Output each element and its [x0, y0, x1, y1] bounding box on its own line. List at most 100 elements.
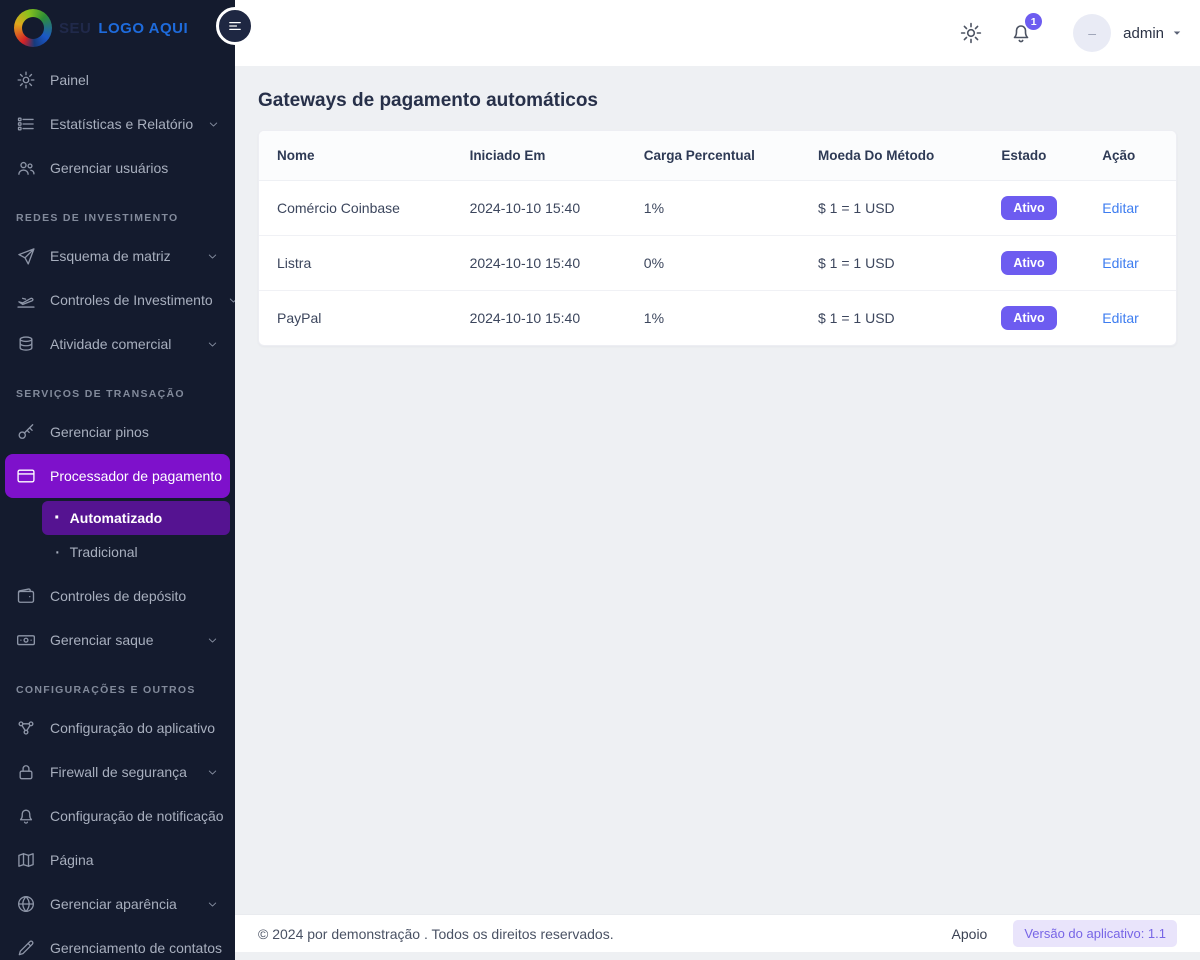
sidebar-section-header: CONFIGURAÇÕES E OUTROS	[16, 684, 196, 696]
user-menu[interactable]: admin	[1123, 25, 1184, 42]
avatar-placeholder: –	[1088, 25, 1097, 41]
sidebar-item-gerenciar-aparencia[interactable]: Gerenciar aparência	[0, 882, 235, 926]
support-link[interactable]: Apoio	[951, 925, 988, 942]
sidebar-item-label: Estatísticas e Relatório	[50, 116, 194, 132]
submenu-processador-de-pagamento: Automatizado Tradicional	[42, 501, 230, 569]
cell-name: Comércio Coinbase	[259, 180, 452, 236]
sidebar-item-label: Gerenciar pinos	[50, 424, 149, 440]
cell-started: 2024-10-10 15:40	[451, 180, 626, 236]
pencil-icon	[16, 938, 36, 958]
topbar: 1 – admin	[235, 0, 1200, 66]
cell-currency: $ 1 = 1 USD	[800, 235, 984, 291]
nodes-icon	[16, 718, 36, 738]
credit-card-icon	[16, 466, 36, 486]
sidebar-item-gerenciar-saque[interactable]: Gerenciar saque	[0, 618, 235, 662]
chevron-down-icon	[206, 634, 219, 647]
sidebar-item-pagina[interactable]: Página	[0, 838, 235, 882]
notification-count-badge: 1	[1025, 13, 1043, 30]
table-body: Comércio Coinbase 2024-10-10 15:40 1% $ 1 =…	[259, 180, 1176, 346]
map-icon	[16, 850, 36, 870]
wallet-icon	[16, 586, 36, 606]
cell-currency: $ 1 = 1 USD	[800, 291, 983, 346]
sidebar-item-label: Página	[50, 852, 94, 868]
plane-icon	[16, 290, 36, 310]
caret-down-icon	[1170, 26, 1184, 40]
bell-icon	[16, 806, 36, 826]
sidebar-toggle-button[interactable]	[216, 7, 254, 45]
sidebar-item-configuracao-de-notificacao[interactable]: Configuração de notificação	[0, 794, 235, 838]
status-badge: Ativo	[1001, 306, 1057, 330]
sidebar-item-estatisticas-e-relatorio[interactable]: Estatísticas e Relatório	[0, 102, 235, 146]
sidebar-item-painel[interactable]: Painel	[0, 58, 235, 102]
sidebar-item-label: Gerenciar aparência	[50, 896, 177, 912]
cell-status: Ativo	[983, 235, 1085, 291]
sidebar-item-atividade-comercial[interactable]: Atividade comercial	[0, 322, 235, 366]
submenu-item-tradicional[interactable]: Tradicional	[42, 535, 230, 569]
edit-link[interactable]: Editar	[1102, 255, 1139, 271]
coins-icon	[16, 334, 36, 354]
send-icon	[16, 246, 36, 266]
sidebar-item-gerenciar-pinos[interactable]: Gerenciar pinos	[0, 410, 235, 454]
key-icon	[16, 422, 36, 442]
settings-button[interactable]	[959, 20, 985, 46]
gear-icon	[16, 70, 36, 90]
cell-name: PayPal	[259, 291, 452, 346]
logo[interactable]: SEU LOGO AQUI	[0, 0, 235, 56]
content: Gateways de pagamento automáticos Nome In…	[235, 66, 1200, 914]
logo-text-aqui: LOGO AQUI	[98, 19, 189, 37]
bottom-strip	[235, 952, 1200, 960]
cell-charge: 1%	[625, 180, 800, 236]
submenu-item-label: Tradicional	[69, 544, 138, 560]
notifications-button[interactable]: 1	[1009, 13, 1043, 46]
column-header: Nome	[259, 131, 452, 181]
hamburger-icon	[226, 17, 244, 35]
chevron-down-icon	[206, 250, 219, 263]
logo-swirl-icon	[14, 9, 52, 47]
cell-name-text: Listra	[277, 255, 312, 271]
edit-link[interactable]: Editar	[1102, 200, 1139, 216]
column-header: Ação	[1084, 131, 1176, 181]
cell-name-text: PayPal	[277, 310, 322, 326]
submenu-item-label: Automatizado	[69, 510, 163, 526]
sidebar-nav: Painel Estatísticas e Relatório Gerenciar …	[0, 56, 235, 960]
cell-action: Editar	[1084, 235, 1176, 291]
sidebar-section-header: REDES DE INVESTIMENTO	[16, 212, 179, 224]
status-badge: Ativo	[1001, 196, 1057, 220]
sidebar-item-label: Configuração de notificação	[50, 808, 224, 824]
chevron-down-icon	[206, 766, 219, 779]
cell-charge-text: 0%	[643, 255, 665, 271]
sidebar-item-label: Configuração do aplicativo	[50, 720, 215, 736]
cell-charge-text: 1%	[643, 310, 665, 326]
sidebar-item-controles-de-investimento[interactable]: Controles de Investimento	[0, 278, 235, 322]
cell-charge-text: 1%	[643, 200, 665, 216]
user-name: admin	[1123, 24, 1164, 42]
chevron-down-icon	[227, 294, 235, 307]
sidebar-item-label: Controles de Investimento	[50, 292, 213, 308]
sidebar-item-processador-de-pagamento[interactable]: Processador de pagamento	[5, 454, 230, 498]
sidebar-item-esquema-de-matriz[interactable]: Esquema de matriz	[0, 234, 235, 278]
sidebar-item-firewall-de-seguranca[interactable]: Firewall de segurança	[0, 750, 235, 794]
chevron-down-icon	[206, 898, 219, 911]
cell-currency-text: $ 1 = 1 USD	[818, 310, 895, 326]
edit-link[interactable]: Editar	[1102, 310, 1139, 326]
sidebar-item-controles-de-deposito[interactable]: Controles de depósito	[0, 574, 235, 618]
cell-action: Editar	[1084, 180, 1176, 236]
table-row: Comércio Coinbase 2024-10-10 15:40 1% $ 1 =…	[259, 180, 1176, 236]
copyright-text: © 2024 por demonstração . Todos os direi…	[258, 925, 614, 942]
sidebar-item-configuracao-do-aplicativo[interactable]: Configuração do aplicativo	[0, 706, 235, 750]
status-badge: Ativo	[1001, 251, 1057, 275]
sidebar: SEU LOGO AQUI Painel Estatísticas e Relat…	[0, 0, 235, 960]
sidebar-item-gerenciamento-de-contatos[interactable]: Gerenciamento de contatos	[0, 926, 235, 960]
avatar[interactable]: –	[1073, 14, 1112, 52]
submenu-item-automatizado[interactable]: Automatizado	[42, 501, 230, 535]
sidebar-item-gerenciar-usuarios[interactable]: Gerenciar usuários	[0, 146, 235, 190]
sidebar-item-label: Gerenciar saque	[50, 632, 154, 648]
app-version-badge: Versão do aplicativo: 1.1	[1013, 920, 1177, 947]
table-row: PayPal 2024-10-10 15:40 1% $ 1 = 1 USD Ativo…	[259, 291, 1176, 346]
chevron-down-icon	[206, 338, 219, 351]
footer: © 2024 por demonstração . Todos os direi…	[235, 914, 1200, 952]
sidebar-item-label: Firewall de segurança	[50, 764, 187, 780]
cell-started-text: 2024-10-10 15:40	[469, 200, 581, 216]
sidebar-item-label: Gerenciar usuários	[50, 160, 169, 176]
